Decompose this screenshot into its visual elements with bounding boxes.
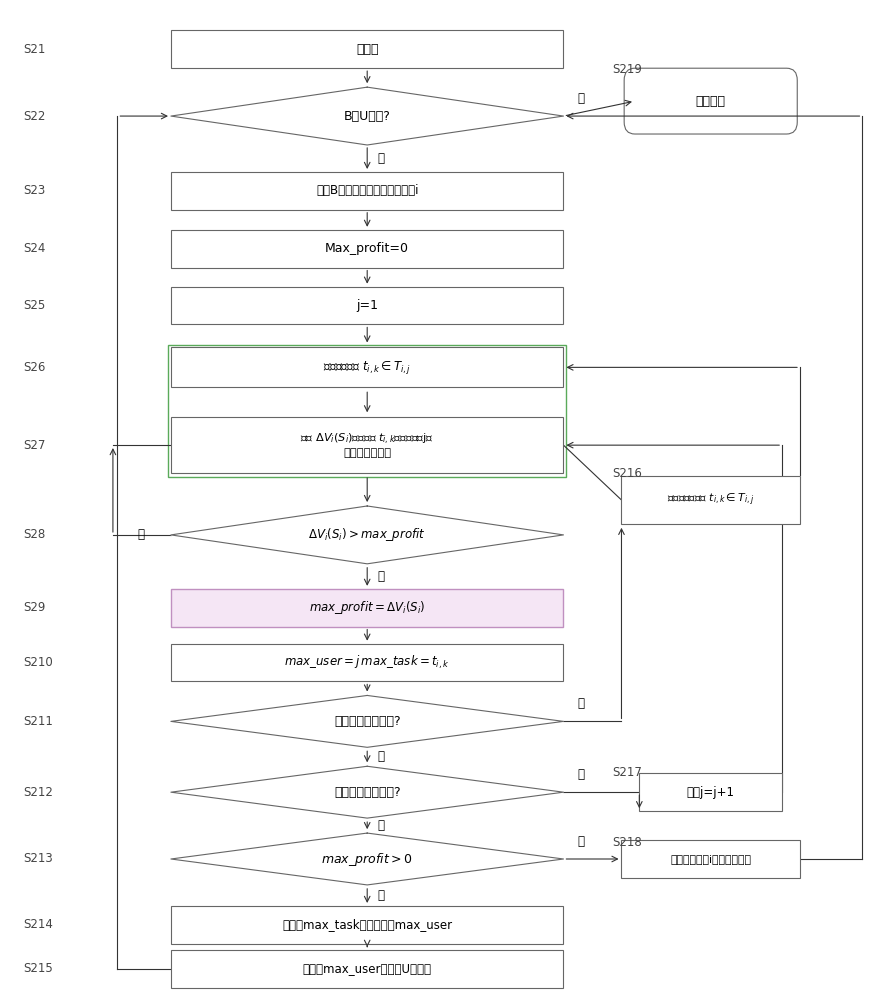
Text: Max_profit=0: Max_profit=0 — [325, 242, 409, 255]
FancyBboxPatch shape — [620, 476, 799, 524]
Text: 是: 是 — [376, 570, 384, 583]
Text: $max\_user = j\,max\_task = t_{i,k}$: $max\_user = j\,max\_task = t_{i,k}$ — [284, 654, 450, 671]
Text: S212: S212 — [23, 786, 54, 799]
Text: 初始化: 初始化 — [356, 43, 378, 56]
Text: S21: S21 — [23, 43, 46, 56]
Text: S28: S28 — [23, 528, 46, 541]
Text: S217: S217 — [611, 766, 642, 779]
FancyBboxPatch shape — [171, 230, 563, 268]
Text: S24: S24 — [23, 242, 46, 255]
Text: 将任务max_task分配给用户max_user: 将任务max_task分配给用户max_user — [282, 918, 451, 931]
Text: 否: 否 — [376, 152, 384, 165]
FancyBboxPatch shape — [171, 287, 563, 324]
Text: S27: S27 — [23, 439, 46, 452]
FancyBboxPatch shape — [171, 906, 563, 944]
Text: 将数据消费者i从集合中删除: 将数据消费者i从集合中删除 — [670, 854, 750, 864]
FancyBboxPatch shape — [171, 30, 563, 68]
Text: 否: 否 — [578, 835, 584, 848]
Text: S210: S210 — [23, 656, 54, 669]
Text: S25: S25 — [23, 299, 46, 312]
FancyBboxPatch shape — [171, 347, 563, 387]
Text: S26: S26 — [23, 361, 46, 374]
Text: 将用户max_user从集合U中删除: 将用户max_user从集合U中删除 — [302, 962, 431, 975]
Text: $max\_profit = \Delta V_i(S_i)$: $max\_profit = \Delta V_i(S_i)$ — [308, 599, 425, 616]
Text: 所有用户已被遍历?: 所有用户已被遍历? — [333, 786, 400, 799]
Text: S211: S211 — [23, 715, 54, 728]
Text: S23: S23 — [23, 184, 46, 197]
Text: 继续选取下一个 $t_{i,k}\in T_{i,j}$: 继续选取下一个 $t_{i,k}\in T_{i,j}$ — [666, 492, 754, 508]
Text: 是: 是 — [578, 92, 584, 105]
Text: S216: S216 — [611, 467, 642, 480]
Text: 所有任务已被遍历?: 所有任务已被遍历? — [333, 715, 400, 728]
FancyBboxPatch shape — [623, 68, 797, 134]
FancyBboxPatch shape — [171, 172, 563, 210]
Polygon shape — [171, 833, 563, 885]
FancyBboxPatch shape — [171, 950, 563, 988]
Text: S218: S218 — [611, 836, 642, 849]
Text: 分配结束: 分配结束 — [695, 95, 725, 108]
Text: S213: S213 — [23, 852, 54, 865]
Polygon shape — [171, 506, 563, 564]
Text: 设置 $\Delta V_i(S_i)$为将任务 $t_{i,k}$分配给用户j所
带来的收益增量: 设置 $\Delta V_i(S_i)$为将任务 $t_{i,k}$分配给用户j… — [300, 432, 434, 459]
Polygon shape — [171, 87, 563, 145]
Polygon shape — [171, 766, 563, 818]
Text: 选取一个任务 $t_{i,k}\in T_{i,j}$: 选取一个任务 $t_{i,k}\in T_{i,j}$ — [323, 359, 411, 376]
Text: $max\_profit > 0$: $max\_profit > 0$ — [321, 850, 412, 867]
Text: 是: 是 — [376, 750, 384, 763]
Text: 设置j=j+1: 设置j=j+1 — [686, 786, 734, 799]
Text: S215: S215 — [23, 962, 54, 975]
FancyBboxPatch shape — [620, 840, 799, 878]
FancyBboxPatch shape — [171, 589, 563, 627]
Text: 是: 是 — [376, 819, 384, 832]
Text: 是: 是 — [376, 889, 384, 902]
Text: 否: 否 — [578, 697, 584, 710]
Text: B或U为空?: B或U为空? — [343, 110, 390, 123]
Text: 否: 否 — [137, 528, 144, 541]
Text: S29: S29 — [23, 601, 46, 614]
FancyBboxPatch shape — [171, 644, 563, 681]
Text: j=1: j=1 — [356, 299, 378, 312]
Text: $\Delta V_i(S_i) > max\_profit$: $\Delta V_i(S_i) > max\_profit$ — [308, 526, 426, 543]
Polygon shape — [171, 695, 563, 747]
FancyBboxPatch shape — [171, 417, 563, 473]
FancyBboxPatch shape — [638, 773, 781, 811]
Text: S22: S22 — [23, 110, 46, 123]
Text: S219: S219 — [611, 63, 642, 76]
Text: S214: S214 — [23, 918, 54, 931]
Text: 找到B中收益最小的数据消费者i: 找到B中收益最小的数据消费者i — [316, 184, 418, 197]
Text: 否: 否 — [578, 768, 584, 781]
